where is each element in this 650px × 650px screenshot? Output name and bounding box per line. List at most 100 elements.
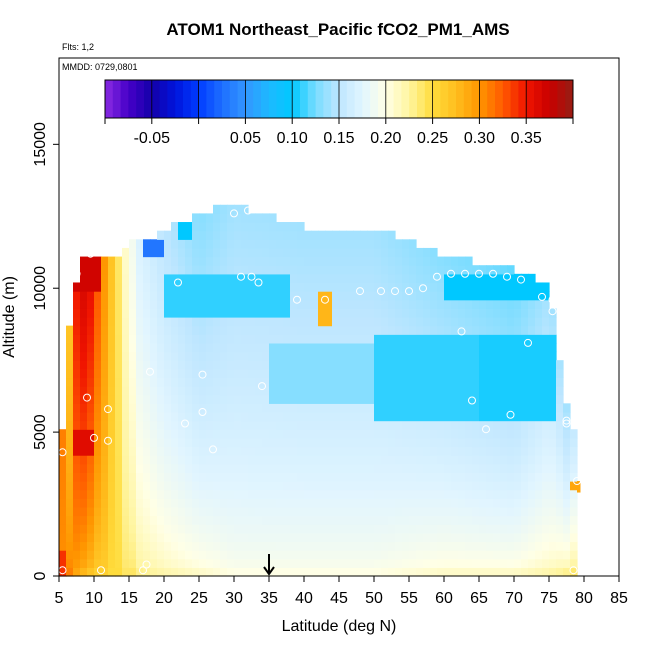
heatmap-cell xyxy=(276,239,284,249)
heatmap-cell xyxy=(248,437,256,448)
heatmap-cell xyxy=(171,472,179,482)
heatmap-cell xyxy=(136,403,144,413)
heatmap-cell xyxy=(101,532,109,543)
heatmap-cell xyxy=(87,334,95,344)
heatmap-cell xyxy=(157,524,165,534)
heatmap-cell xyxy=(353,273,361,284)
heatmap-cell xyxy=(528,498,536,508)
heatmap-cell xyxy=(199,541,207,551)
heatmap-cell xyxy=(346,368,354,379)
heatmap-cell xyxy=(549,515,557,525)
heatmap-cell xyxy=(451,368,459,379)
sample-point xyxy=(142,560,151,569)
heatmap-cell xyxy=(255,420,263,430)
heatmap-cell xyxy=(164,550,172,560)
heatmap-cell xyxy=(521,498,529,508)
heatmap-cell xyxy=(59,567,67,577)
heatmap-cell xyxy=(213,299,221,309)
heatmap-cell xyxy=(192,437,200,448)
heatmap-cell xyxy=(416,273,424,284)
heatmap-cell xyxy=(325,360,333,370)
heatmap-cell xyxy=(381,455,389,465)
heatmap-cell xyxy=(241,308,249,318)
heatmap-cell xyxy=(80,403,88,413)
heatmap-cell xyxy=(143,472,151,482)
heatmap-cell xyxy=(269,524,277,534)
heatmap-cell xyxy=(66,463,74,473)
heatmap-cell xyxy=(248,334,256,344)
sample-point xyxy=(104,436,112,445)
heatmap-cell xyxy=(241,222,249,232)
heatmap-cell xyxy=(73,377,81,387)
heatmap-cell xyxy=(59,524,67,534)
heatmap-cell xyxy=(73,550,81,560)
colorbar-segment xyxy=(128,80,137,118)
heatmap-cell xyxy=(87,317,95,327)
heatmap-cell xyxy=(101,455,109,465)
heatmap-cell xyxy=(136,489,144,499)
heatmap-cell xyxy=(311,334,319,344)
heatmap-cell xyxy=(304,273,312,284)
heatmap-cell xyxy=(248,489,256,499)
heatmap-cell xyxy=(311,265,319,275)
heatmap-cell xyxy=(451,265,459,275)
heatmap-cell xyxy=(262,394,270,404)
heatmap-cell xyxy=(178,325,186,335)
heatmap-cell xyxy=(444,403,452,413)
heatmap-cell xyxy=(157,446,165,456)
colorbar-segment xyxy=(362,80,371,118)
heatmap-cell xyxy=(521,291,529,301)
heatmap-cell xyxy=(374,506,382,517)
heatmap-cell xyxy=(290,446,298,456)
heatmap-cell xyxy=(311,506,319,517)
heatmap-cell xyxy=(220,265,228,275)
heatmap-cell xyxy=(381,394,389,404)
heatmap-cell xyxy=(339,472,347,482)
heatmap-cell xyxy=(339,420,347,430)
heatmap-cell xyxy=(234,342,242,353)
colorbar-segment xyxy=(479,80,488,118)
heatmap-cell xyxy=(241,532,249,543)
heatmap-cell xyxy=(507,317,515,327)
heatmap-cell xyxy=(115,420,123,430)
heatmap-cell xyxy=(136,558,144,568)
heatmap-cell xyxy=(507,463,515,473)
heatmap-cell xyxy=(227,437,235,448)
heatmap-cell xyxy=(213,498,221,508)
heatmap-cell xyxy=(101,351,109,361)
heatmap-cell xyxy=(472,524,480,534)
heatmap-cell xyxy=(409,567,417,577)
heatmap-cell xyxy=(108,317,116,327)
heatmap-cell xyxy=(528,489,536,499)
heatmap-cell xyxy=(87,472,95,482)
heatmap-cell xyxy=(269,317,277,327)
heatmap-cell xyxy=(94,437,102,448)
heatmap-cell xyxy=(507,481,515,491)
heatmap-cell xyxy=(507,437,515,448)
heatmap-cell xyxy=(262,325,270,335)
heatmap-cell xyxy=(262,489,270,499)
heatmap-cell xyxy=(374,256,382,266)
heatmap-cell xyxy=(255,213,263,223)
heatmap-cell xyxy=(437,463,445,473)
heatmap-cell xyxy=(80,308,88,318)
heatmap-cell xyxy=(318,481,326,491)
heatmap-cell xyxy=(367,541,375,551)
heatmap-cell xyxy=(262,403,270,413)
sample-point xyxy=(482,425,490,434)
heatmap-cell xyxy=(283,403,291,413)
heatmap-cell xyxy=(325,411,333,422)
heatmap-cell xyxy=(269,420,277,430)
colorbar-segment xyxy=(276,80,285,118)
heatmap-cell xyxy=(255,472,263,482)
heatmap-cell xyxy=(234,368,242,379)
heatmap-cell xyxy=(500,567,508,577)
heatmap-cell xyxy=(360,489,368,499)
heatmap-cell xyxy=(563,515,571,525)
heatmap-cell xyxy=(416,541,424,551)
heatmap-cell xyxy=(325,386,333,396)
heatmap-cell xyxy=(563,506,571,517)
heatmap-cell xyxy=(486,317,494,327)
heatmap-cell xyxy=(311,472,319,482)
heatmap-cell xyxy=(115,567,123,577)
